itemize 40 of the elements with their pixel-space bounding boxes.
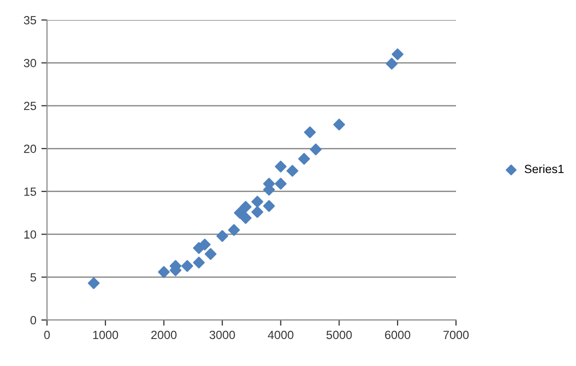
point [88, 277, 100, 290]
point [392, 48, 404, 60]
point [240, 200, 252, 213]
y-tick-label: 10 [24, 230, 36, 239]
point [204, 248, 216, 260]
y-tick-label: 15 [24, 188, 36, 196]
x-tick-label: 4000 [268, 330, 294, 340]
point [198, 238, 211, 250]
point [263, 200, 275, 212]
point [386, 58, 398, 70]
point [310, 144, 322, 156]
point [158, 266, 170, 278]
point [298, 152, 310, 165]
x-tick-label: 7000 [443, 330, 469, 340]
point [234, 206, 246, 219]
y-tick-label: 0 [30, 316, 36, 324]
x-tick-label: 0 [44, 330, 50, 340]
point [251, 196, 264, 208]
x-tick-label: 6000 [385, 330, 410, 340]
point [274, 160, 287, 172]
point [193, 256, 205, 268]
point [251, 206, 264, 218]
y-tick-label: 5 [30, 273, 36, 282]
point [304, 126, 316, 138]
point [274, 178, 287, 190]
x-tick-label: 1000 [93, 330, 118, 340]
y-tick-label: 25 [24, 102, 36, 110]
point [228, 224, 240, 236]
point [240, 212, 252, 224]
point [286, 164, 298, 177]
x-tick-label: 2000 [151, 330, 177, 340]
legend-label: Series1 [524, 164, 564, 174]
y-tick-label: 35 [24, 16, 36, 24]
y-tick-label: 30 [24, 58, 36, 68]
y-tick-label: 20 [24, 144, 36, 153]
point [216, 230, 228, 242]
x-tick-label: 3000 [210, 330, 235, 340]
point [181, 260, 194, 272]
point [333, 118, 346, 130]
x-tick-label: 5000 [326, 330, 352, 340]
